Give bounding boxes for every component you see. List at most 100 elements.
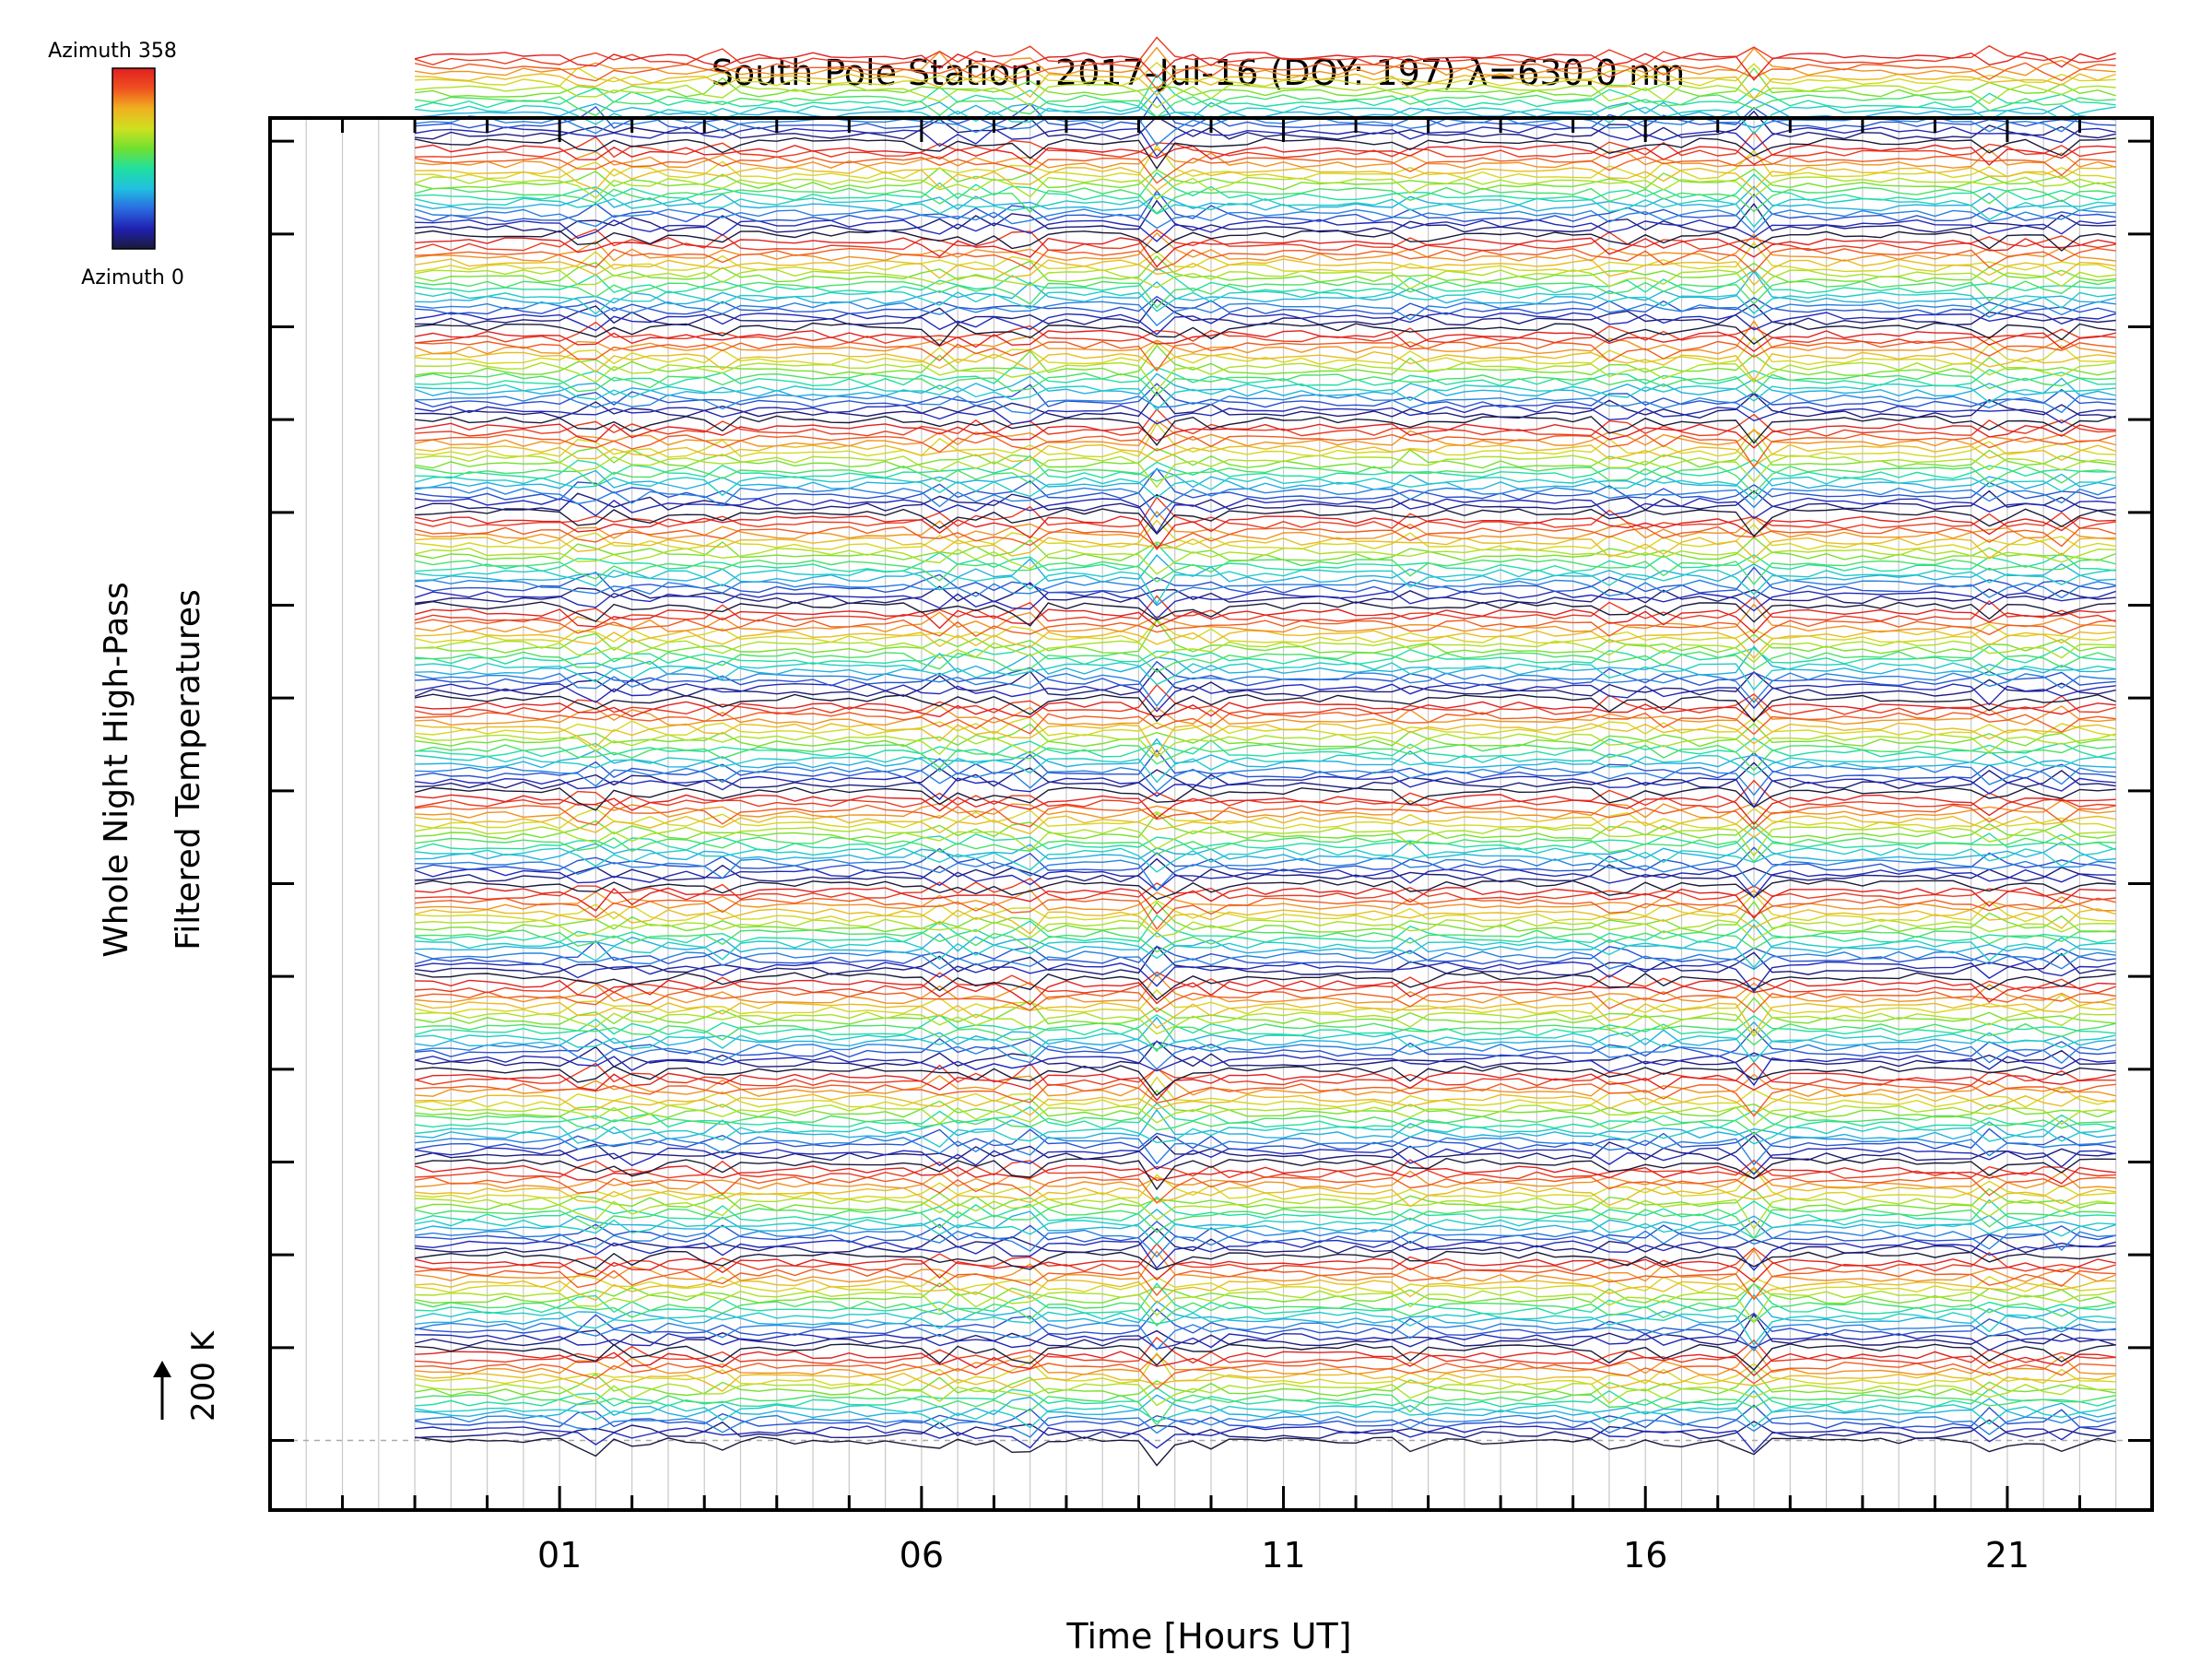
series-line (414, 950, 2116, 977)
series-line (415, 486, 2116, 518)
series-line (415, 322, 2116, 347)
series-line (415, 199, 2116, 233)
series-line (415, 422, 2116, 458)
series-line (415, 603, 2116, 633)
series-line (415, 1082, 2116, 1117)
x-tick-labels: 01 06 11 16 21 (537, 1535, 2030, 1575)
x-tick-label: 06 (900, 1535, 944, 1575)
y-axis-label-group: Whole Night High-Pass Filtered Temperatu… (98, 582, 207, 958)
series-line (415, 738, 2116, 769)
series-line (415, 582, 2116, 605)
x-ticks (341, 118, 2081, 1510)
y-axis-label-line2: Filtered Temperatures (170, 589, 207, 950)
series-line (415, 298, 2116, 326)
series-line (415, 321, 2116, 345)
series-line (414, 496, 2116, 530)
series-line (414, 525, 2116, 549)
series-line (415, 1044, 2116, 1070)
series-line (414, 558, 2116, 585)
series-line (414, 52, 2116, 81)
series-line (414, 619, 2116, 644)
series-line (415, 1011, 2116, 1038)
series-line (415, 1282, 2116, 1316)
series-line (415, 279, 2116, 309)
series-line (415, 394, 2116, 415)
colorbar-gradient (112, 67, 156, 250)
series-line (414, 608, 2116, 634)
series-line (415, 722, 2116, 757)
series-line (415, 1239, 2116, 1271)
series-line (414, 36, 2116, 65)
series-line (414, 826, 2116, 857)
series-line (415, 66, 2116, 98)
series-line (415, 301, 2116, 327)
series-line (415, 433, 2116, 468)
series-line (414, 939, 2116, 965)
series-line (414, 1404, 2116, 1429)
series-line (415, 1126, 2116, 1148)
series-line (414, 1000, 2116, 1035)
series-line (415, 579, 2116, 607)
series-line (414, 466, 2116, 490)
series-line (415, 897, 2116, 930)
series-line (414, 155, 2116, 184)
series-line (415, 1033, 2116, 1064)
series-line (414, 667, 2116, 698)
series-line (415, 1115, 2116, 1135)
series-line (414, 693, 2116, 723)
series-line (415, 537, 2116, 560)
series-line (414, 961, 2116, 993)
series-line (414, 404, 2116, 425)
series-line (414, 1257, 2116, 1283)
series-line (414, 908, 2116, 936)
series-line (415, 1093, 2116, 1116)
series-line (415, 712, 2116, 736)
series-line (415, 1108, 2116, 1140)
series-line (415, 115, 2116, 147)
series-line (414, 786, 2116, 811)
series-line (415, 1351, 2116, 1377)
x-tick-label: 21 (1985, 1535, 2030, 1575)
series-line (415, 737, 2116, 759)
series-line (414, 476, 2116, 501)
series-line (415, 340, 2116, 372)
series-line (414, 466, 2116, 495)
series-line (414, 1404, 2116, 1429)
series-line (415, 794, 2116, 826)
series-line (414, 320, 2116, 355)
series-line (414, 1369, 2116, 1397)
series-line (415, 1028, 2116, 1058)
series-line (414, 1208, 2116, 1240)
colorbar-bottom-label: Azimuth 0 (81, 266, 184, 289)
series-line (415, 887, 2116, 920)
series-line (415, 918, 2116, 941)
series-line (415, 1228, 2116, 1255)
series-line (415, 836, 2116, 864)
series-line (415, 1293, 2116, 1326)
series-line (415, 900, 2116, 933)
series-line (414, 1164, 2116, 1185)
y-axis-label-line1: Whole Night High-Pass (98, 582, 135, 958)
series-line (414, 1196, 2116, 1222)
series-line (414, 1134, 2116, 1162)
series-line (415, 295, 2116, 315)
series-line (415, 857, 2116, 892)
series-line (415, 1167, 2116, 1201)
series-line (415, 1269, 2116, 1301)
series-line (415, 61, 2116, 88)
series-line (415, 1065, 2116, 1097)
series-line (414, 267, 2116, 294)
series-line (414, 1072, 2116, 1102)
series-line (414, 1054, 2116, 1087)
series-line (415, 1351, 2116, 1387)
series-line (414, 125, 2116, 158)
series-line (415, 716, 2116, 737)
series-line (415, 144, 2116, 180)
series-line (414, 1243, 2116, 1272)
series-line (415, 165, 2116, 192)
series-line (415, 1343, 2116, 1371)
series-line (414, 254, 2116, 284)
series-line (415, 247, 2116, 274)
series-line (414, 258, 2116, 287)
